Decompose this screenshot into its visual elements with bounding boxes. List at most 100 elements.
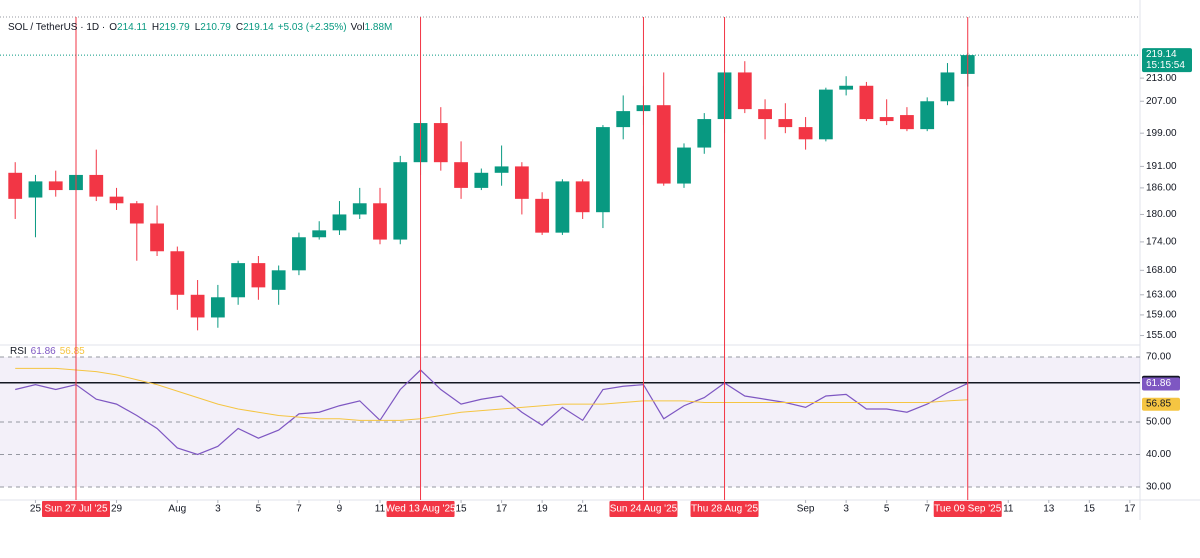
date-marker-tag (933, 501, 1002, 517)
last-price-label: 219.14 (1146, 49, 1177, 60)
x-tick-label: 17 (496, 504, 508, 515)
y-tick-label: 180.00 (1146, 209, 1177, 220)
date-marker-label: Sun 24 Aug '25 (610, 504, 678, 515)
candle-body (940, 72, 955, 102)
candle-body (656, 105, 671, 184)
rsi-pane: 30.0040.0050.0070.0062.0661.8656.85RSI61… (0, 346, 1180, 493)
candle-body (596, 127, 610, 213)
overlay: 25 29 Aug 3 5 7 9 11 15 17 19 21 Sep 3 5 7 11 13 15 17 Sun 2… (30, 17, 1136, 517)
candle-body (332, 214, 347, 231)
x-tick-label: 5 (256, 504, 262, 515)
candle-body (433, 123, 448, 163)
y-tick-label: 174.00 (1146, 237, 1177, 248)
rsi-legend-value: 61.86 (31, 346, 56, 357)
date-marker-label: Wed 13 Aug '25 (385, 504, 456, 515)
candle-body (575, 181, 590, 213)
candle-body (28, 181, 43, 198)
candle-body (373, 203, 387, 240)
rsi-tick-label: 30.00 (1146, 482, 1171, 493)
candle-body (292, 237, 306, 271)
volume: 1.88M (365, 22, 393, 33)
y-tick-label: 155.00 (1146, 330, 1177, 341)
y-tick-label: 168.00 (1146, 265, 1177, 276)
rsi-line (15, 369, 968, 456)
x-tick-label: 3 (215, 504, 221, 515)
ohlc-value: 219.79 (159, 22, 190, 33)
x-tick-label: Aug (168, 504, 186, 515)
date-marker-tag (386, 501, 455, 517)
rsi-line (15, 367, 968, 421)
rsi-value-label: 61.86 (1146, 378, 1171, 389)
candle-body (190, 294, 205, 318)
candle-body (352, 203, 367, 215)
candle-body (839, 85, 854, 90)
candle-body (170, 251, 185, 295)
price-pane: 155.00 159.00 163.00 168.00 174.00 180.00 186.… (0, 48, 1192, 341)
y-tick-label: 163.00 (1146, 289, 1177, 300)
x-tick-label: 25 (30, 504, 42, 515)
candle-body (48, 181, 63, 191)
rsi-tick-label: 40.00 (1146, 449, 1171, 460)
date-marker-tag (609, 501, 678, 517)
rsi-legend-value: 56.85 (60, 346, 85, 357)
candle-body (474, 172, 489, 188)
candle-body (393, 162, 408, 240)
rsi-tick-label: 50.00 (1146, 417, 1171, 428)
candle-body (900, 115, 914, 130)
candle-body (778, 119, 793, 128)
ohlc-prefix: O (109, 22, 117, 33)
candle-body (454, 162, 468, 188)
date-marker-label: Thu 28 Aug '25 (691, 504, 758, 515)
candle-body (210, 297, 225, 318)
candle-body (251, 263, 266, 288)
x-tick-label: 29 (111, 504, 123, 515)
candle-body (109, 196, 124, 204)
date-marker-tag (42, 501, 110, 517)
symbol: SOL / TetherUS · 1D · (8, 22, 105, 33)
candle-body (150, 223, 164, 252)
ohlc-value: 219.14 (243, 22, 274, 33)
ohlc-prefix: C (236, 22, 243, 33)
x-tick-label: 13 (1043, 504, 1055, 515)
x-tick-label: 15 (1084, 504, 1096, 515)
candle-body (129, 203, 144, 224)
rsi-legend: RSI 61.86 56.85 (10, 346, 85, 357)
candle-body (514, 166, 529, 199)
rsi-value-label: 56.85 (1146, 398, 1171, 409)
countdown: 15:15:54 (1146, 60, 1185, 71)
y-tick-label: 207.00 (1146, 96, 1177, 107)
x-tick-label: 7 (296, 504, 302, 515)
candle-body (616, 111, 631, 128)
y-tick-label: 213.00 (1146, 73, 1177, 84)
candle-body (818, 89, 833, 140)
candle-body (8, 172, 23, 199)
y-tick-label: 186.00 (1146, 183, 1177, 194)
volume-label: Vol (351, 22, 365, 33)
x-tick-label: 21 (577, 504, 589, 515)
candle-body (859, 85, 874, 120)
ohlc-prefix: L (195, 22, 201, 33)
x-tick-label: 3 (843, 504, 849, 515)
rsi-tick-label: 70.00 (1146, 352, 1171, 363)
candle-body (879, 117, 894, 122)
x-tick-label: 9 (337, 504, 343, 515)
x-tick-label: 11 (1003, 504, 1014, 515)
y-tick-label: 159.00 (1146, 310, 1177, 321)
candle-body (555, 181, 570, 233)
y-tick-label: 191.00 (1146, 161, 1177, 172)
date-marker-label: Tue 09 Sep '25 (934, 504, 1002, 515)
rsi-value-tag (1142, 397, 1180, 411)
ohlc-prefix: H (152, 22, 159, 33)
candle-body (798, 127, 813, 140)
x-tick-label: 11 (375, 504, 386, 515)
ohlc-value: 214.11 (117, 22, 147, 33)
ohlc-value: 210.79 (200, 22, 231, 33)
candle-body (737, 72, 752, 110)
candle-body (231, 263, 246, 298)
y-tick-label: 199.00 (1146, 128, 1177, 139)
date-marker-label: Sun 27 Jul '25 (44, 504, 108, 515)
candle-body (677, 147, 691, 184)
x-tick-label: 17 (1124, 504, 1136, 515)
candle-body (312, 230, 327, 238)
